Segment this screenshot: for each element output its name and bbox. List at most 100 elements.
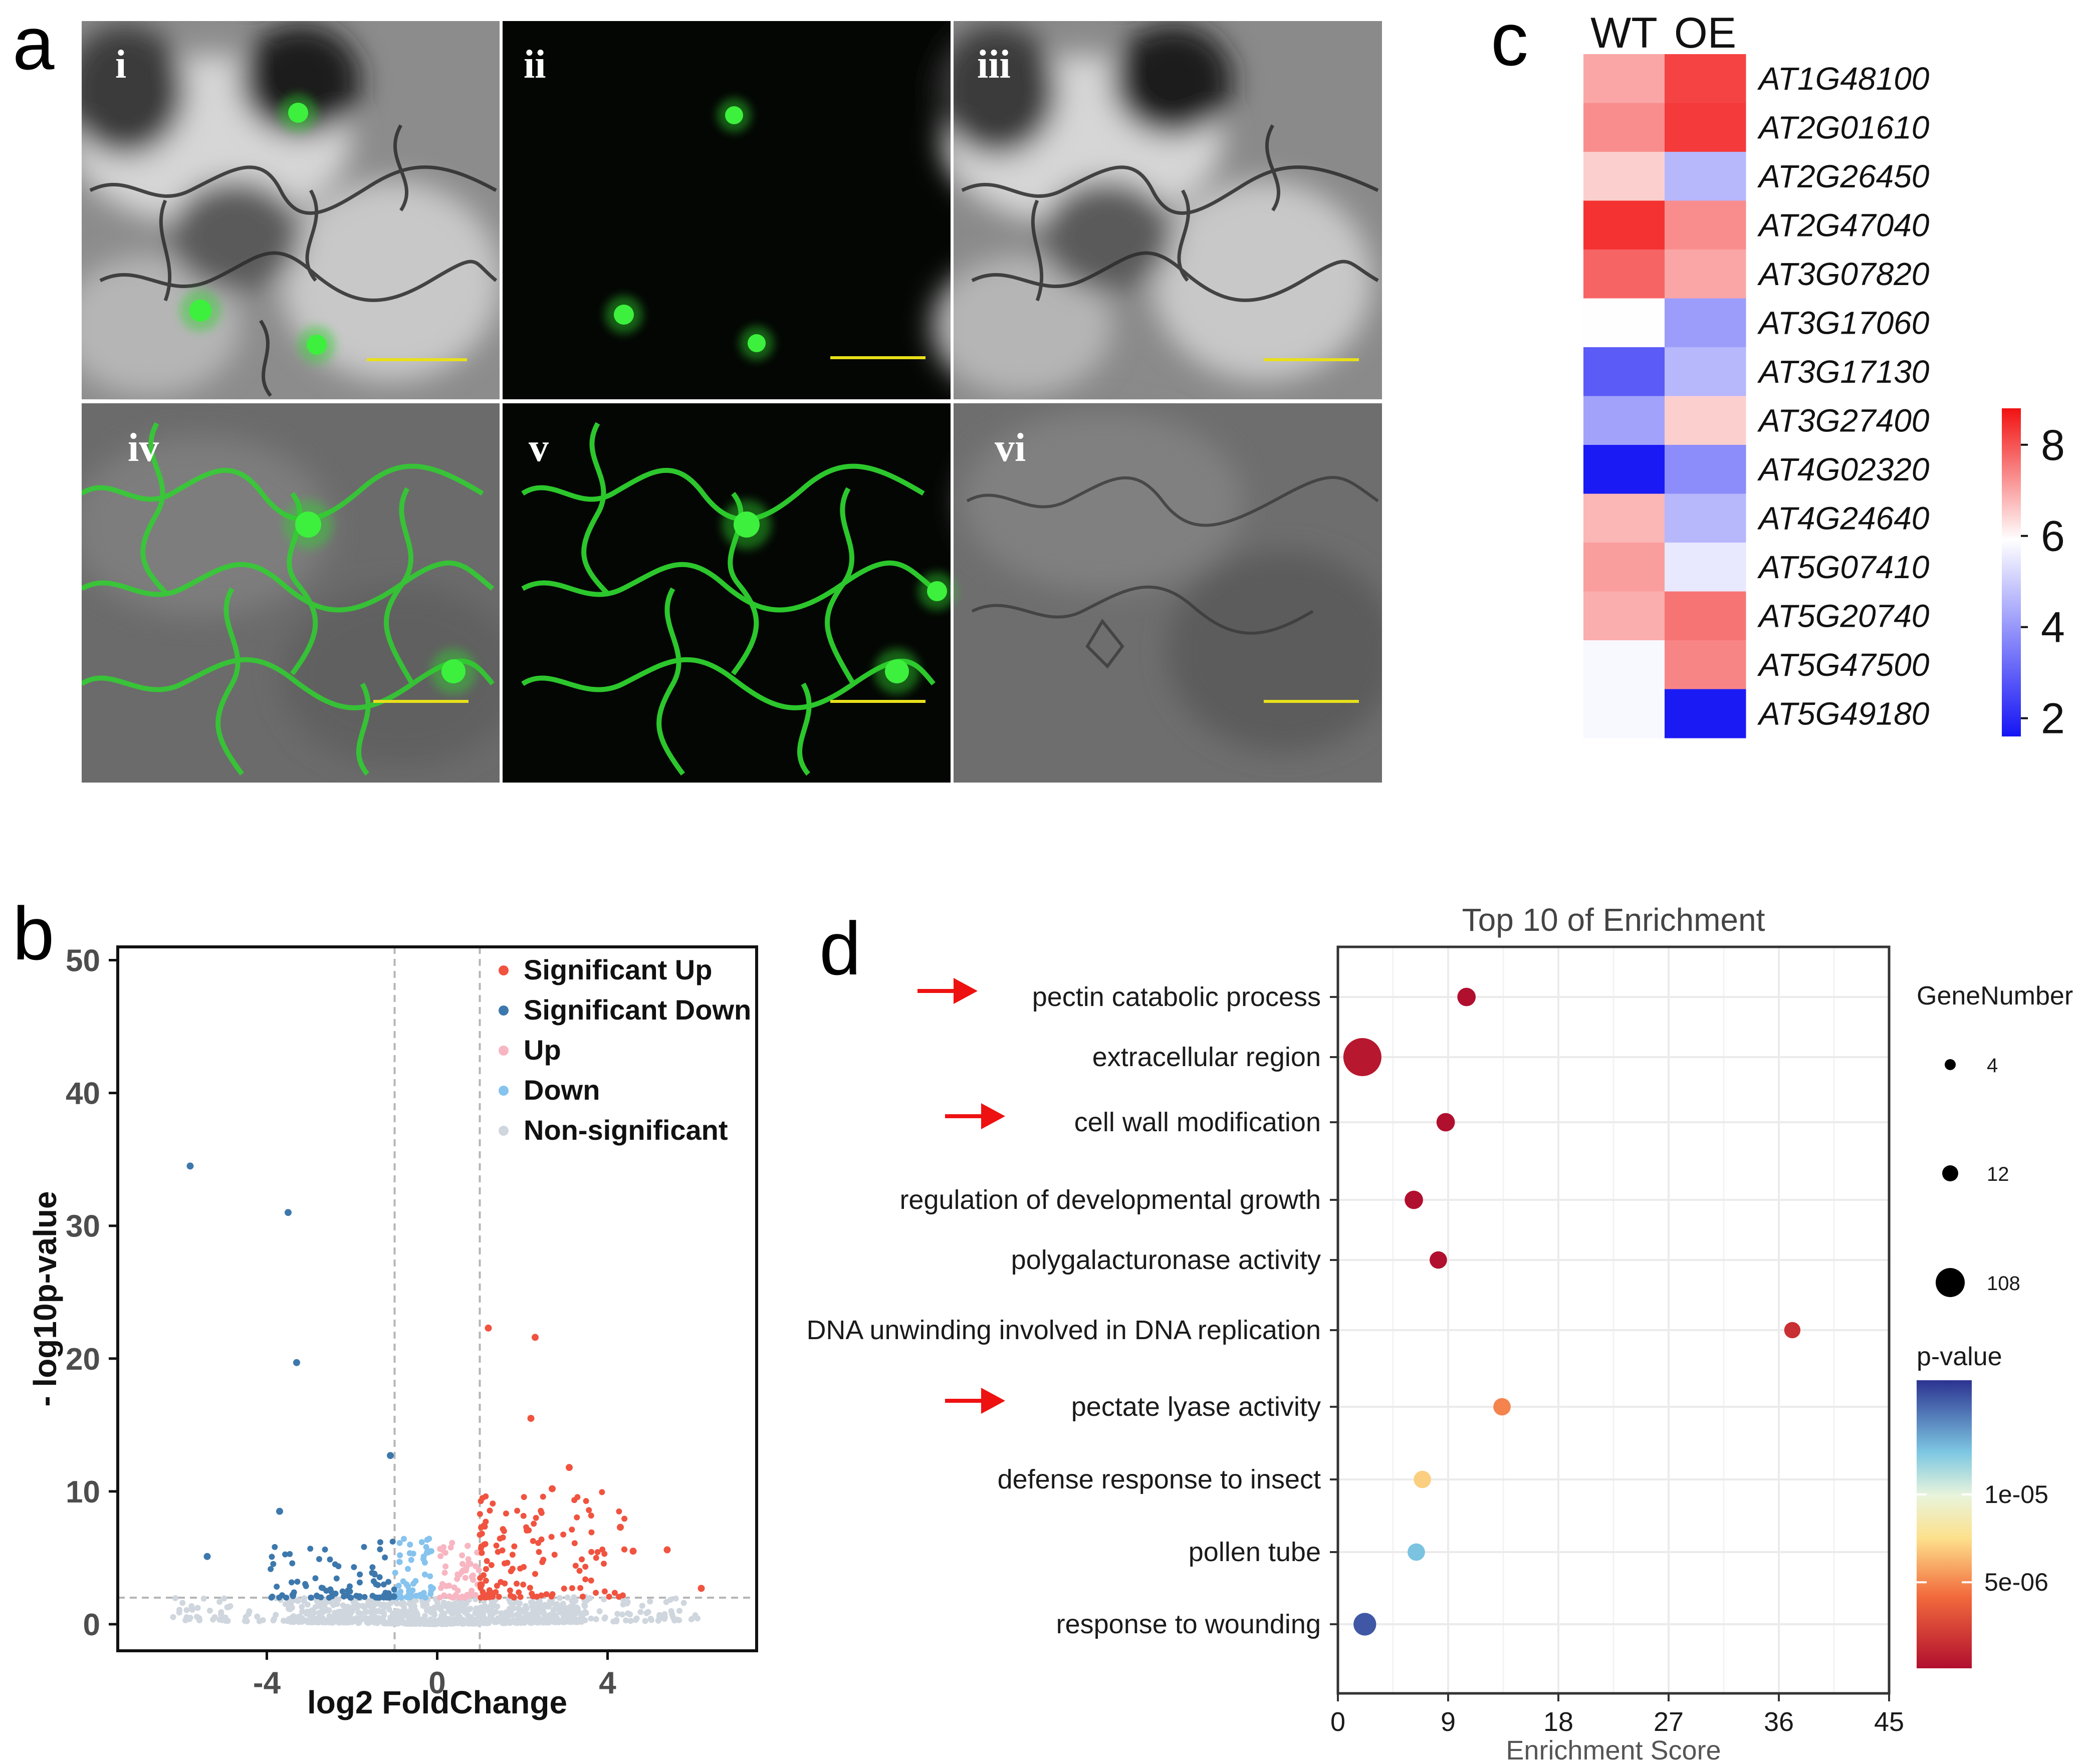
point-nonsignificant xyxy=(582,1609,588,1615)
point-up xyxy=(447,1544,454,1551)
point-nonsignificant xyxy=(406,1614,413,1620)
legend-label: Significant Down xyxy=(524,994,751,1026)
point-significant-up xyxy=(571,1497,578,1503)
point-significant-up xyxy=(494,1583,500,1589)
subpanel-label-iii: iii xyxy=(977,43,1011,87)
point-down xyxy=(397,1552,403,1559)
point-nonsignificant xyxy=(535,1599,542,1606)
x-tick-label: -4 xyxy=(253,1666,281,1700)
point-nonsignificant xyxy=(463,1600,470,1607)
point-nonsignificant xyxy=(601,1596,607,1603)
heatmap-cell xyxy=(1665,493,1746,543)
point-nonsignificant xyxy=(447,1620,454,1627)
heatmap-row-label: AT5G49180 xyxy=(1757,695,1930,731)
point-nonsignificant xyxy=(196,1617,202,1623)
point-nonsignificant xyxy=(627,1618,634,1624)
point-significant-up xyxy=(483,1566,489,1572)
point-significant-down xyxy=(316,1556,322,1562)
point-significant-down xyxy=(356,1594,363,1601)
point-nonsignificant xyxy=(299,1604,305,1610)
point-nonsignificant xyxy=(244,1618,250,1625)
point-outlier xyxy=(203,1553,211,1560)
heatmap-cell xyxy=(1583,640,1665,689)
point-nonsignificant xyxy=(642,1618,648,1624)
point-significant-up xyxy=(531,1521,537,1527)
point-nonsignificant xyxy=(273,1612,279,1618)
point-significant-up xyxy=(496,1594,502,1600)
point-nonsignificant xyxy=(438,1604,445,1610)
point-significant-down xyxy=(356,1579,363,1586)
point-down xyxy=(426,1536,432,1542)
point-nonsignificant xyxy=(564,1594,571,1601)
point-significant-down xyxy=(307,1546,314,1552)
point-nonsignificant xyxy=(627,1611,633,1618)
point-up xyxy=(459,1552,466,1559)
point-significant-down xyxy=(380,1581,387,1588)
point-up xyxy=(442,1563,449,1570)
legend-marker xyxy=(499,965,509,975)
colorbar-tick-label: 5e-06 xyxy=(1984,1568,2048,1596)
point-nonsignificant xyxy=(298,1616,305,1622)
point-nonsignificant xyxy=(224,1604,230,1611)
point-nonsignificant xyxy=(430,1621,437,1627)
point-nonsignificant xyxy=(556,1595,563,1601)
point-nonsignificant xyxy=(647,1598,653,1605)
point-nonsignificant xyxy=(541,1609,547,1616)
point-nonsignificant xyxy=(425,1621,432,1627)
point-nonsignificant xyxy=(623,1617,629,1624)
heatmap-cell xyxy=(1583,543,1665,592)
point-significant-up xyxy=(502,1580,508,1587)
point-nonsignificant xyxy=(459,1621,466,1627)
point-nonsignificant xyxy=(661,1614,668,1620)
red-arrow-icon xyxy=(945,1103,1005,1129)
panel-d-letter: d xyxy=(819,906,861,990)
point-nonsignificant xyxy=(499,1619,506,1626)
enrichment-point xyxy=(1436,1113,1455,1132)
point-nonsignificant xyxy=(536,1616,542,1622)
point-nonsignificant xyxy=(472,1596,479,1603)
point-nonsignificant xyxy=(339,1613,346,1620)
heatmap-row-label: AT2G26450 xyxy=(1757,158,1930,194)
point-nonsignificant xyxy=(554,1618,561,1625)
point-nonsignificant xyxy=(461,1609,468,1616)
heatmap-row-label: AT5G47500 xyxy=(1757,647,1930,683)
colorbar-tick-label: 6 xyxy=(2041,513,2065,561)
point-significant-up xyxy=(540,1557,547,1563)
point-significant-up xyxy=(583,1498,589,1504)
point-nonsignificant xyxy=(346,1604,353,1611)
point-nonsignificant xyxy=(317,1610,324,1617)
point-down xyxy=(410,1551,416,1557)
point-outlier xyxy=(186,1162,194,1170)
red-arrow-icon xyxy=(945,1388,1005,1414)
point-nonsignificant xyxy=(295,1597,301,1603)
point-outlier xyxy=(617,1524,624,1531)
point-significant-up xyxy=(514,1581,520,1587)
x-tick-label: 36 xyxy=(1764,1707,1794,1737)
point-nonsignificant xyxy=(216,1616,223,1623)
point-nonsignificant xyxy=(183,1607,190,1613)
point-nonsignificant xyxy=(559,1604,565,1611)
micrograph-i xyxy=(82,21,501,399)
colorbar-tick-label: 2 xyxy=(2041,695,2065,743)
point-nonsignificant xyxy=(401,1601,407,1607)
point-nonsignificant xyxy=(695,1615,701,1622)
point-nonsignificant xyxy=(667,1597,674,1603)
point-outlier xyxy=(532,1334,539,1341)
heatmap-cell xyxy=(1583,298,1665,348)
x-tick-label: 18 xyxy=(1543,1707,1573,1737)
point-nonsignificant xyxy=(434,1600,440,1606)
legend-label: Non-significant xyxy=(524,1114,728,1146)
point-up xyxy=(462,1575,469,1581)
point-nonsignificant xyxy=(443,1616,450,1622)
point-down xyxy=(418,1539,425,1546)
point-up xyxy=(474,1549,481,1556)
point-significant-up xyxy=(516,1589,522,1596)
heatmap: WT OE AT1G48100 AT2G01610 AT2G26450 AT2G47040… xyxy=(1583,9,2065,743)
point-up xyxy=(449,1540,455,1546)
enrichment-point xyxy=(1430,1251,1447,1269)
point-nonsignificant xyxy=(344,1619,351,1626)
point-significant-down xyxy=(333,1575,340,1582)
point-significant-up xyxy=(490,1500,496,1507)
